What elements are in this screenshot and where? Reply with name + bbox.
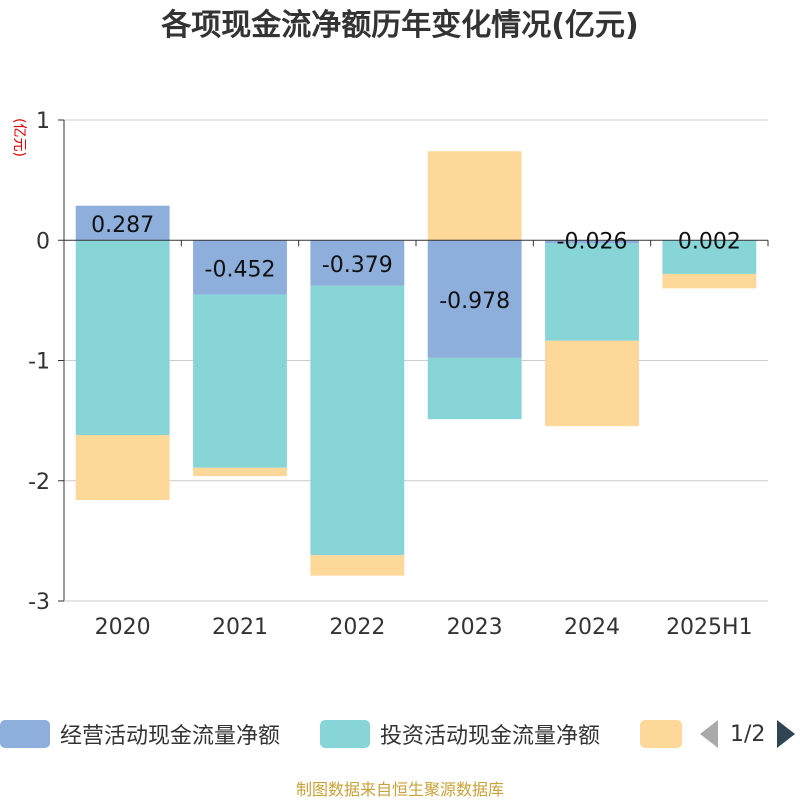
bar-operating-2023 xyxy=(427,240,522,358)
y-tick-label: 0 xyxy=(36,229,50,254)
data-label-operating: -0.452 xyxy=(205,257,276,282)
bar-financing-2020 xyxy=(75,435,170,500)
bar-investing-2022 xyxy=(310,285,405,556)
source-note: 制图数据来自恒生聚源数据库 xyxy=(295,780,504,799)
bar-financing-2025H1 xyxy=(662,273,757,289)
bar-financing-2023 xyxy=(427,151,522,241)
bar-operating-2021 xyxy=(193,240,287,295)
pager-next-icon[interactable] xyxy=(777,720,796,748)
x-tick-label: 2020 xyxy=(95,615,151,640)
bar-operating-2024 xyxy=(545,240,639,244)
data-label-operating: 0.287 xyxy=(91,213,154,238)
bar-operating-2020 xyxy=(75,205,170,241)
x-tick-label: 2024 xyxy=(564,615,620,640)
data-label-operating: -0.978 xyxy=(439,289,510,314)
bar-operating-2022 xyxy=(310,240,405,286)
data-label-operating: 0.002 xyxy=(678,229,741,254)
legend-swatch-investing xyxy=(320,720,370,748)
y-tick-label: 1 xyxy=(36,109,50,134)
bar-investing-2021 xyxy=(193,294,287,468)
legend-swatch-financing xyxy=(640,720,682,748)
x-tick-label: 2023 xyxy=(447,615,503,640)
x-tick-label: 2022 xyxy=(329,615,385,640)
bar-investing-2023 xyxy=(427,357,522,420)
x-tick-label: 2021 xyxy=(212,615,268,640)
legend-item-financing[interactable] xyxy=(640,716,692,752)
chart-title: 各项现金流净额历年变化情况(亿元) xyxy=(161,8,639,43)
bar-investing-2024 xyxy=(545,243,639,341)
data-label-operating: -0.026 xyxy=(557,229,628,254)
pager-text: 1/2 xyxy=(730,721,766,747)
bar-investing-2020 xyxy=(75,240,170,436)
legend-label-operating: 经营活动现金流量净额 xyxy=(60,724,281,749)
legend-swatch-operating xyxy=(0,720,50,748)
legend-label-investing: 投资活动现金流量净额 xyxy=(380,724,601,749)
bar-financing-2021 xyxy=(193,467,287,477)
legend-item-investing[interactable]: 投资活动现金流量净额 xyxy=(320,716,600,752)
legend-item-operating[interactable]: 经营活动现金流量净额 xyxy=(0,716,280,752)
y-tick-label: -2 xyxy=(28,470,50,495)
bar-financing-2022 xyxy=(310,555,405,576)
bar-investing-2025H1 xyxy=(662,240,757,274)
y-tick-label: -3 xyxy=(28,590,50,615)
y-tick-label: -1 xyxy=(28,350,50,375)
legend: 经营活动现金流量净额 投资活动现金流量净额 1/2 xyxy=(0,716,800,752)
bar-chart: 1 0 -1 -2 -3 2020 2021 2022 2023 2024 2025H1 0.287 -… xyxy=(28,109,769,640)
bar-financing-2024 xyxy=(545,340,639,427)
x-tick-label: 2025H1 xyxy=(666,615,753,640)
pager-prev-icon[interactable] xyxy=(700,720,718,748)
legend-pager: 1/2 xyxy=(700,716,796,752)
data-label-operating: -0.379 xyxy=(322,253,393,278)
